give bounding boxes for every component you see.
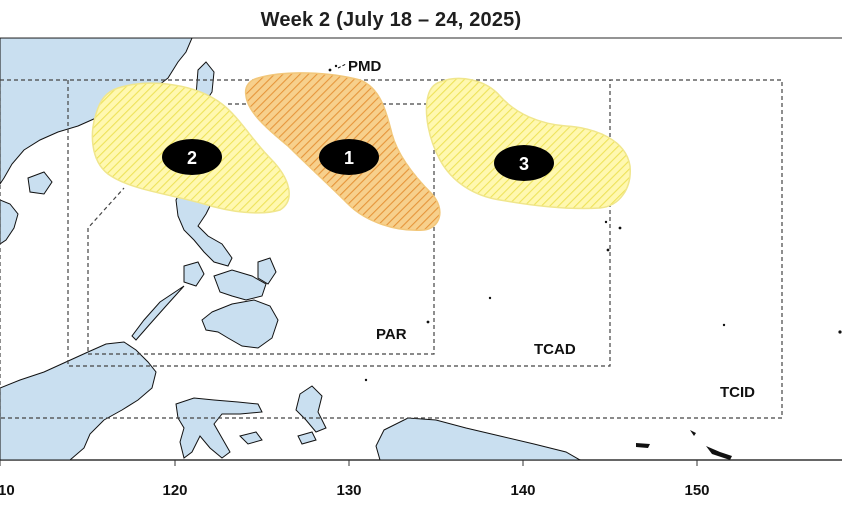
tcid-label: TCID xyxy=(720,384,755,401)
samar-island xyxy=(257,257,277,285)
halmahera-island xyxy=(295,385,327,433)
borneo-landmass xyxy=(0,341,157,460)
pmd-pointer-line xyxy=(337,63,347,69)
tick-label-140: 140 xyxy=(510,482,535,499)
area-marker-2-label: 2 xyxy=(187,148,197,168)
hainan-island xyxy=(27,171,53,195)
mindoro-island xyxy=(183,261,205,287)
palawan-island xyxy=(131,285,185,341)
indochina-landmass xyxy=(0,199,19,245)
area-marker-3: 3 xyxy=(494,145,554,181)
mindanao-island xyxy=(201,299,279,349)
pmd-label: PMD xyxy=(348,58,382,75)
tick-label-120: 120 xyxy=(162,482,187,499)
tcad-boundary xyxy=(67,80,611,367)
par-label: PAR xyxy=(376,326,407,343)
area-marker-1: 1 xyxy=(319,139,379,175)
pacific-islets xyxy=(328,64,842,460)
area-marker-2: 2 xyxy=(162,139,222,175)
area-marker-2-disc xyxy=(162,139,222,175)
area-marker-1-label: 1 xyxy=(344,148,354,168)
area-marker-3-disc xyxy=(494,145,554,181)
area-marker-1-disc xyxy=(319,139,379,175)
sulawesi-landmass xyxy=(175,397,263,459)
threat-area-3 xyxy=(425,77,631,210)
tcad-label: TCAD xyxy=(534,341,576,358)
maluku-islands xyxy=(239,431,317,445)
map-title: Week 2 (July 18 – 24, 2025) xyxy=(260,9,522,31)
par-boundary xyxy=(87,103,435,355)
tick-label-150: 150 xyxy=(684,482,709,499)
tick-label-110: 10 xyxy=(0,482,15,499)
longitude-axis: 10 120 130 140 150 xyxy=(0,460,710,499)
visayas-islands xyxy=(213,269,267,301)
new-guinea-landmass xyxy=(375,417,582,460)
land-layer xyxy=(0,38,842,460)
monitoring-boundaries xyxy=(0,79,783,419)
tick-label-130: 130 xyxy=(336,482,361,499)
area-marker-3-label: 3 xyxy=(519,154,529,174)
